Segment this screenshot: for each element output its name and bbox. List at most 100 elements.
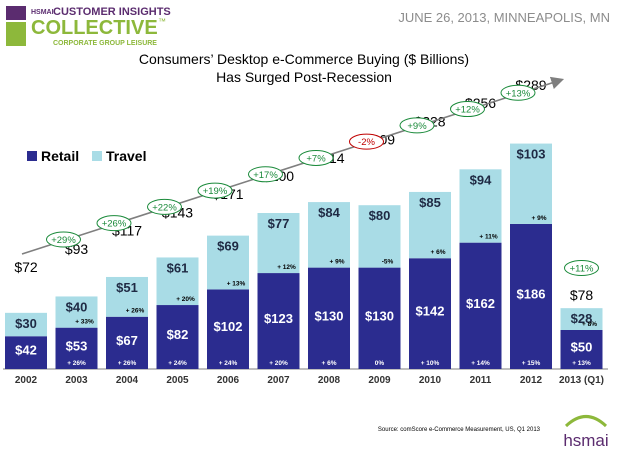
travel-growth-label: + 13% [227,280,246,287]
bar-retail [459,242,502,369]
retail-growth-label: + 26% [118,360,137,367]
bar-travel [156,257,199,306]
total-value-label: $72 [14,259,38,275]
travel-growth-label: + 12% [277,264,296,271]
travel-growth-label: + 11% [479,234,497,241]
bar-travel [560,308,603,330]
bar-retail [55,327,98,369]
retail-growth-label: + 6% [322,360,337,367]
bar-travel [510,143,552,224]
bar-retail [510,223,552,369]
retail-growth-label: + 24% [168,360,187,367]
footer-logo: hsmai [563,415,609,450]
travel-value-label: $40 [66,299,88,314]
retail-growth-label: + 13% [572,360,591,367]
total-growth-oval [349,133,384,150]
travel-value-label: $77 [268,216,290,231]
brand-small: HSMAI [31,9,54,16]
brand-line3: CORPORATE GROUP LEISURE [53,40,157,47]
retail-value-label: $162 [466,296,495,311]
total-growth-oval [564,260,599,276]
retail-growth-label: + 15% [522,360,541,367]
x-tick-label: 2008 [318,375,341,386]
travel-growth-label: + 26% [126,308,145,315]
bar-retail [156,305,199,369]
retail-value-label: $123 [264,311,293,326]
brand-trademark: ™ [158,17,166,26]
bar-retail [257,273,300,369]
travel-growth-label: + 20% [176,296,195,303]
x-tick-label: 2009 [368,375,391,386]
total-growth-label: +19% [203,186,228,197]
travel-value-label: $84 [318,205,340,220]
bar-retail [308,267,350,369]
retail-growth-label: + 10% [421,360,440,367]
travel-value-label: $80 [369,208,391,223]
chart-marks: $42 $30 2002 $53 $40 + 26% + 33% 2003 $67 $51 + 26… [3,76,608,386]
bar-retail [5,336,47,369]
bar-travel [106,276,148,317]
bar-retail [207,289,249,369]
travel-growth-label: + 9% [532,215,547,222]
x-tick-label: 2010 [419,375,442,386]
bar-travel [358,205,401,268]
total-growth-label: +7% [306,153,326,164]
total-growth-oval [197,182,233,199]
total-growth-oval [298,149,334,166]
bar-travel [55,296,98,328]
bar-travel [308,202,350,268]
total-growth-label: +29% [51,235,76,246]
bar-travel [5,312,47,337]
total-growth-oval [46,231,81,248]
bar-retail [106,316,148,369]
total-growth-label: -2% [358,137,375,148]
legend-swatch-retail [27,151,37,161]
retail-value-label: $130 [315,308,344,323]
retail-value-label: $50 [571,340,593,355]
travel-growth-label: + 8% [582,321,597,328]
brand-line1: CUSTOMER INSIGHTS [53,6,171,18]
brand-logo-swatch-purple [6,6,26,20]
retail-value-label: $53 [66,338,88,353]
travel-value-label: $85 [419,195,441,210]
bar-retail [560,330,603,369]
travel-growth-label: -5% [382,259,394,266]
travel-value-label: $51 [116,280,138,295]
chart-title: Consumers’ Desktop e-Commerce Buying ($ … [139,51,469,67]
total-growth-oval [450,101,485,118]
brand-line2: COLLECTIVE [31,17,158,39]
chart-subtitle: Has Surged Post-Recession [216,69,392,85]
retail-growth-label: + 24% [219,360,238,367]
total-growth-oval [147,198,182,215]
bar-travel [257,213,300,274]
retail-value-label: $82 [167,327,189,342]
total-growth-oval [399,117,435,134]
bar-retail [358,267,401,369]
x-tick-label: 2013 (Q1) [559,375,604,386]
total-growth-label: +22% [152,202,177,213]
retail-value-label: $142 [416,304,445,319]
retail-growth-label: + 20% [269,360,288,367]
bar-retail [409,258,451,369]
travel-value-label: $94 [470,172,492,187]
x-tick-label: 2007 [267,375,290,386]
source-note: Source: comScore e-Commerce Measurement,… [378,427,541,433]
total-growth-oval [500,84,536,101]
retail-growth-label: 0% [375,360,385,367]
bar-travel [207,235,249,290]
x-tick-label: 2005 [166,375,189,386]
total-growth-label: +11% [570,264,594,275]
brand-logo-swatch-green [6,22,26,46]
footer-logo-text: hsmai [563,431,608,450]
chart-legend: Retail Travel [27,148,146,164]
x-tick-label: 2003 [65,375,88,386]
bar-travel [409,191,451,259]
total-growth-label: +26% [102,219,127,230]
total-growth-label: +13% [506,88,531,99]
event-date-location: JUNE 26, 2013, MINNEAPOLIS, MN [398,10,610,25]
legend-label-retail: Retail [41,148,79,164]
total-growth-label: +9% [407,121,427,132]
brand-logo: HSMAI CUSTOMER INSIGHTS COLLECTIVE ™ COR… [6,6,171,47]
footer-logo-arc-icon [564,415,608,428]
x-tick-label: 2002 [15,375,38,386]
